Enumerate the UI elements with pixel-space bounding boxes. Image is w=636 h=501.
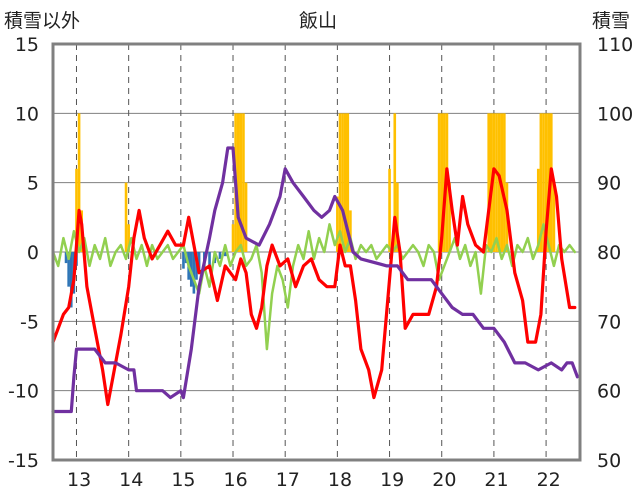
snowfall-bar	[539, 113, 543, 252]
x-tick-label: 20	[432, 469, 456, 491]
snowfall-bar	[338, 113, 342, 252]
x-tick-label: 13	[67, 469, 91, 491]
snowfall-bar	[437, 113, 441, 252]
x-tick-label: 19	[380, 469, 404, 491]
y-left-tick-label: 15	[15, 34, 39, 56]
y-left-tick-label: -10	[8, 381, 39, 403]
negative-bar	[69, 252, 73, 308]
x-tick-label: 21	[484, 469, 508, 491]
snowfall-bar	[388, 168, 391, 252]
y-left-tick-label: 10	[15, 103, 39, 125]
x-tick-label: 17	[276, 469, 300, 491]
snowfall-bar	[242, 113, 245, 252]
snowfall-bar	[542, 113, 545, 252]
x-tick-label: 18	[328, 469, 352, 491]
snowfall-bar	[396, 182, 399, 252]
y-left-tick-label: -15	[8, 450, 39, 472]
temperature-line	[51, 167, 577, 407]
snowfall-bar	[77, 113, 81, 252]
snowfall-bar	[124, 182, 128, 252]
snowfall-bar	[236, 113, 240, 252]
negative-bar	[64, 252, 68, 264]
snowfall-bar	[336, 196, 339, 252]
green-line	[51, 223, 577, 351]
snowfall-bar	[393, 113, 397, 252]
y-left-tick-label: 0	[27, 242, 39, 264]
y-right-tick-label: 60	[597, 381, 621, 403]
y-right-tick-label: 70	[597, 311, 621, 333]
snowfall-bar	[503, 113, 506, 252]
y-right-tick-label: 80	[597, 242, 621, 264]
x-tick-label: 16	[224, 469, 248, 491]
snowfall-bar	[239, 113, 243, 252]
negative-bar	[182, 252, 185, 269]
negative-bar	[192, 252, 196, 294]
snowfall-bar	[495, 113, 498, 252]
negative-bar	[197, 252, 201, 273]
snowfall-bar	[341, 113, 344, 252]
snowfall-bar	[544, 113, 548, 252]
snowfall-bar	[346, 113, 350, 252]
negative-bar	[208, 252, 211, 266]
snowfall-bar	[75, 168, 78, 252]
snowfall-bar	[343, 113, 347, 252]
snowfall-bar	[244, 182, 248, 252]
plot-frame	[51, 42, 582, 462]
x-tick-label: 22	[537, 469, 561, 491]
chart-title: 飯山	[298, 10, 337, 32]
snowfall-bar	[440, 113, 444, 252]
x-tick-label: 15	[171, 469, 195, 491]
y-left-tick-label: -5	[20, 311, 39, 333]
negative-bar	[218, 252, 222, 259]
y-left-tick-label: 5	[27, 173, 39, 195]
snowfall-bar	[487, 113, 490, 252]
snowfall-bar	[448, 182, 451, 252]
snowfall-bar	[552, 182, 556, 252]
snowfall-bar	[127, 224, 130, 252]
x-tick-label: 14	[119, 469, 143, 491]
y-right-tick-label: 50	[597, 450, 621, 472]
snowfall-bar	[492, 113, 496, 252]
snowfall-bar	[231, 224, 235, 252]
negative-bar	[67, 252, 70, 287]
y-right-tick-label: 90	[597, 173, 621, 195]
snowfall-bar	[349, 210, 352, 252]
right-axis-label: 積雪	[591, 10, 630, 32]
y-right-tick-label: 100	[597, 103, 633, 125]
left-axis-label: 積雪以外	[4, 10, 81, 32]
y-right-tick-label: 110	[597, 34, 633, 56]
snowfall-bar	[536, 168, 540, 252]
negative-bar	[223, 252, 227, 257]
snow_depth-line	[51, 146, 579, 414]
